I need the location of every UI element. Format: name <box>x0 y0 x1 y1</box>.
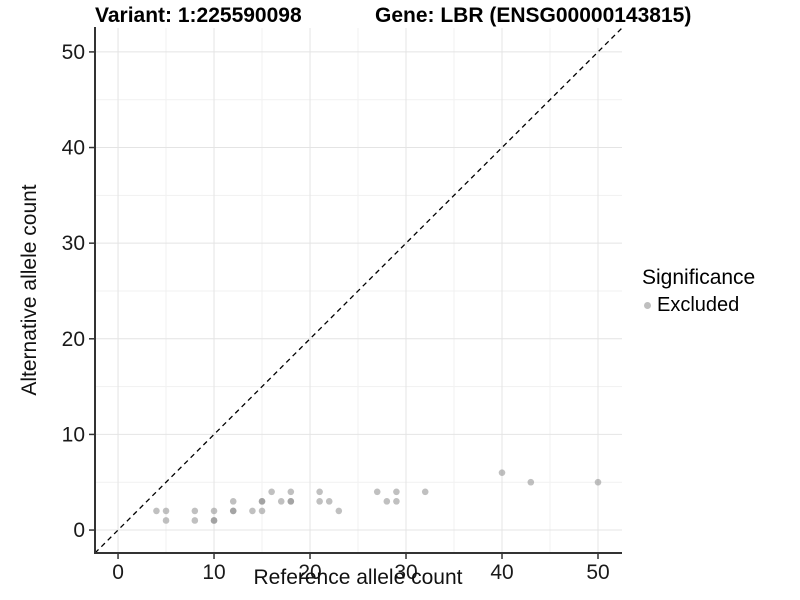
data-point <box>210 517 218 524</box>
data-point <box>210 507 218 515</box>
data-point <box>393 498 400 505</box>
legend-title: Significance <box>642 266 756 289</box>
data-point <box>258 507 266 515</box>
x-tick-label: 30 <box>394 561 417 584</box>
data-point <box>335 507 343 515</box>
plot-title-gene: Gene: LBR (ENSG00000143815) <box>375 4 692 27</box>
y-tick-label: 20 <box>62 328 85 351</box>
y-axis-label: Alternative allele count <box>18 184 41 396</box>
data-point <box>383 498 391 505</box>
data-point <box>249 507 256 515</box>
data-point <box>153 507 160 515</box>
y-tick-label: 40 <box>62 137 85 160</box>
data-point <box>393 488 400 496</box>
data-point <box>421 488 429 496</box>
data-point <box>191 507 199 515</box>
legend-item-excluded: Excluded <box>642 294 755 317</box>
x-tick-label: 10 <box>202 561 225 584</box>
data-point <box>162 507 170 515</box>
y-tick-label: 50 <box>62 41 85 64</box>
data-point <box>287 488 295 496</box>
x-axis-label: Reference allele count <box>253 566 463 589</box>
data-point <box>316 498 323 505</box>
x-tick-label: 40 <box>490 561 513 584</box>
x-tick-label: 50 <box>586 561 609 584</box>
data-point <box>287 498 295 505</box>
data-point <box>258 498 266 505</box>
excluded-point-icon <box>644 302 651 309</box>
x-tick-label: 0 <box>112 561 124 584</box>
data-point <box>316 488 323 496</box>
y-tick-label: 0 <box>73 519 85 542</box>
y-tick-label: 30 <box>62 232 85 255</box>
data-point <box>191 517 199 524</box>
legend: Significance Excluded <box>642 266 755 317</box>
data-point <box>229 498 237 505</box>
data-point <box>162 517 170 524</box>
data-point <box>373 488 381 496</box>
legend-item-label: Excluded <box>657 294 740 316</box>
y-tick-label: 10 <box>62 423 85 446</box>
data-point <box>498 469 506 476</box>
plot-title-variant: Variant: 1:225590098 <box>95 4 302 27</box>
data-point <box>325 498 333 505</box>
data-point <box>594 478 602 486</box>
data-point <box>277 498 285 505</box>
x-tick-label: 20 <box>298 561 321 584</box>
data-point <box>268 488 275 496</box>
data-point <box>229 507 237 515</box>
identity-dashed-line <box>94 27 623 554</box>
data-point <box>527 478 535 486</box>
